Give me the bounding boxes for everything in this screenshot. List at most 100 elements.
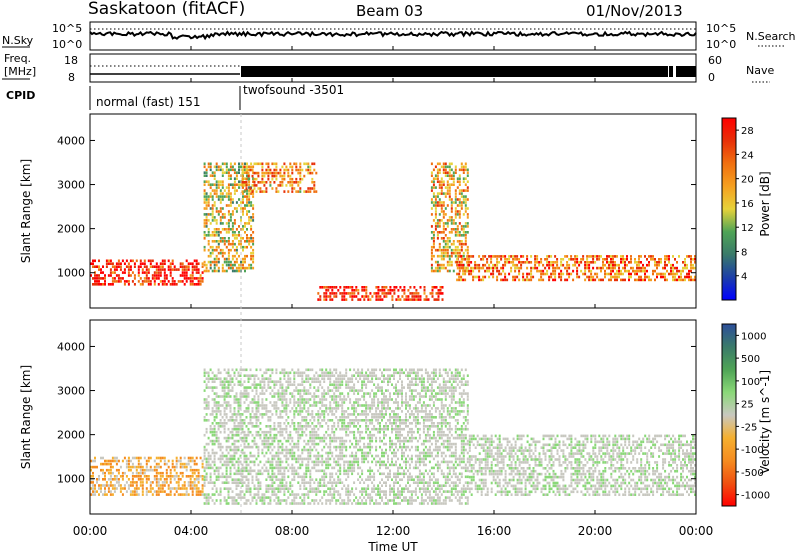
echo-cell xyxy=(686,266,688,270)
echo-cell xyxy=(434,174,437,177)
echo-cell xyxy=(351,413,354,416)
echo-cell xyxy=(177,268,180,271)
echo-cell xyxy=(664,255,666,258)
echo-cell xyxy=(454,207,457,210)
echo-cell xyxy=(486,261,489,264)
echo-cell xyxy=(562,263,565,267)
echo-cell xyxy=(203,245,206,249)
echo-cell xyxy=(279,460,282,464)
echo-cell xyxy=(387,404,389,407)
echo-cell xyxy=(171,283,174,286)
echo-cell xyxy=(109,481,112,484)
echo-cell xyxy=(195,475,198,478)
echo-cell xyxy=(339,472,342,476)
echo-cell xyxy=(377,490,380,493)
echo-cell xyxy=(285,445,288,449)
echo-cell xyxy=(289,454,292,458)
echo-cell xyxy=(127,468,130,472)
echo-cell xyxy=(252,192,255,195)
echo-cell xyxy=(361,386,364,389)
echo-cell xyxy=(241,395,244,398)
echo-cell xyxy=(131,271,134,274)
echo-cell xyxy=(642,278,644,282)
echo-cell xyxy=(171,462,174,466)
echo-cell xyxy=(335,401,338,404)
echo-cell xyxy=(233,401,236,404)
echo-cell xyxy=(98,280,100,283)
echo-cell xyxy=(321,371,324,375)
echo-cell xyxy=(311,410,314,413)
echo-cell xyxy=(203,219,206,222)
echo-cell xyxy=(303,174,306,178)
echo-cell xyxy=(273,499,276,502)
echo-cell xyxy=(323,490,326,493)
echo-cell xyxy=(247,395,250,398)
echo-cell xyxy=(255,433,258,437)
echo-cell xyxy=(438,204,441,207)
echo-cell xyxy=(311,177,314,181)
echo-cell xyxy=(319,413,322,416)
echo-cell xyxy=(343,422,346,425)
echo-cell xyxy=(203,192,206,195)
echo-cell xyxy=(169,271,172,274)
echo-cell xyxy=(506,258,509,261)
echo-cell xyxy=(359,419,362,422)
echo-cell xyxy=(149,490,152,493)
echo-cell xyxy=(652,272,654,276)
echo-cell xyxy=(251,460,254,464)
echo-cell xyxy=(155,271,158,274)
echo-cell xyxy=(109,271,112,274)
echo-cell xyxy=(309,457,312,461)
echo-cell xyxy=(586,258,589,261)
echo-cell xyxy=(107,484,110,487)
echo-cell xyxy=(229,248,232,252)
echo-cell xyxy=(225,168,228,172)
echo-cell xyxy=(640,261,642,264)
echo-cell xyxy=(252,257,255,261)
echo-cell xyxy=(285,184,288,187)
echo-cell xyxy=(167,475,170,478)
echo-cell xyxy=(331,439,334,443)
echo-cell xyxy=(247,457,250,461)
echo-cell xyxy=(446,204,449,207)
echo-cell xyxy=(259,181,262,184)
echo-cell xyxy=(383,481,385,484)
echo-cell xyxy=(375,493,378,496)
echo-cell xyxy=(672,272,674,276)
echo-cell xyxy=(345,460,348,464)
echo-cell xyxy=(662,272,664,276)
echo-cell xyxy=(279,490,282,493)
echo-cell xyxy=(526,272,529,276)
echo-cell xyxy=(261,413,264,416)
echo-cell xyxy=(564,255,567,258)
echo-cell xyxy=(215,168,218,172)
echo-cell xyxy=(155,268,158,271)
echo-cell xyxy=(231,165,234,169)
echo-cell xyxy=(371,490,374,493)
echo-cell xyxy=(367,380,370,383)
echo-cell xyxy=(251,165,254,169)
echo-cell xyxy=(129,274,132,277)
echo-cell xyxy=(225,466,228,470)
echo-cell xyxy=(213,398,216,401)
echo-cell xyxy=(353,295,356,298)
echo-cell xyxy=(239,460,242,464)
echo-cell xyxy=(359,436,362,440)
echo-cell xyxy=(211,213,214,216)
echo-cell xyxy=(331,466,334,470)
echo-cell xyxy=(387,407,389,410)
echo-cell xyxy=(219,195,222,198)
echo-cell xyxy=(444,242,447,246)
echo-cell xyxy=(209,481,212,484)
echo-cell xyxy=(219,198,222,201)
echo-cell xyxy=(462,242,465,246)
echo-cell xyxy=(117,478,120,481)
echo-cell xyxy=(219,454,222,458)
echo-cell xyxy=(211,413,214,416)
echo-cell xyxy=(183,268,186,271)
echo-cell xyxy=(688,278,690,282)
echo-cell xyxy=(315,380,318,383)
echo-cell xyxy=(680,272,682,276)
echo-cell xyxy=(349,413,352,416)
echo-cell xyxy=(325,374,328,377)
